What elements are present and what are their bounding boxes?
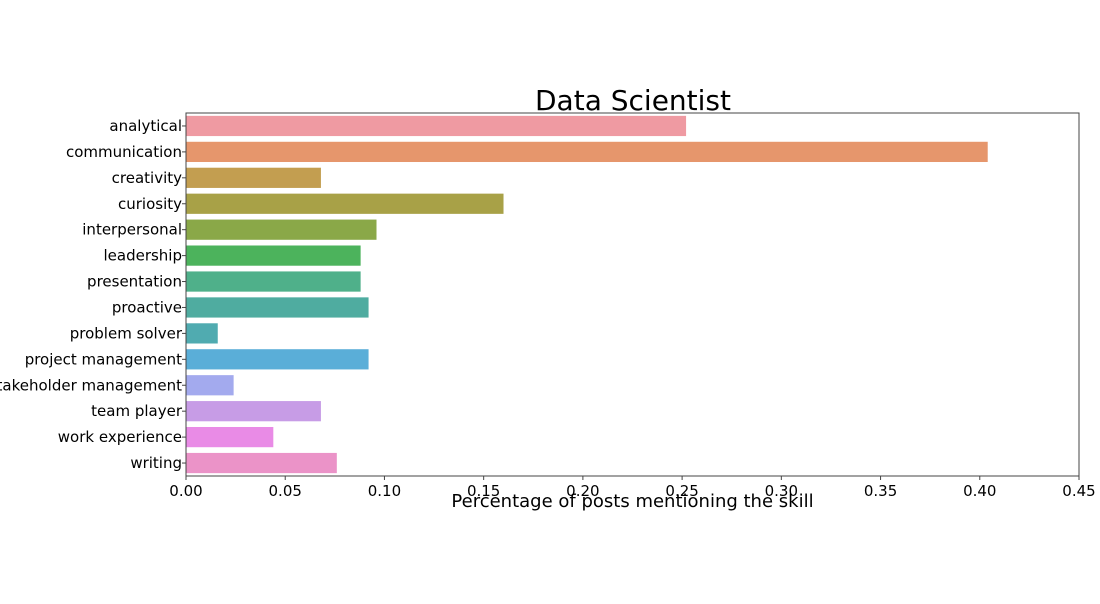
- y-tick-label: stakeholder management: [0, 376, 182, 394]
- x-axis: 0.00 0.05 0.10 0.15 0.20 0.25 0.30 0.35 0.40 0.45: [169, 476, 1096, 500]
- bar-leadership: [186, 245, 361, 266]
- bars-layer: [186, 115, 988, 474]
- y-tick-label: analytical: [109, 117, 182, 135]
- y-tick-label: presentation: [87, 273, 182, 291]
- y-tick-label: communication: [66, 143, 182, 161]
- plot-frame: [185, 112, 1080, 477]
- bar-analytical: [186, 115, 687, 137]
- x-tick-label: 0.35: [864, 482, 897, 500]
- y-tick-label: leadership: [103, 247, 182, 265]
- x-tick-label: 0.40: [963, 482, 996, 500]
- y-axis: analytical communication creativity curiosi…: [0, 117, 186, 472]
- bar-work-experience: [186, 426, 274, 448]
- x-tick-label: 0.25: [665, 482, 698, 500]
- bar-project-management: [186, 349, 369, 370]
- chart-title: Data Scientist: [535, 84, 731, 117]
- x-tick-label: 0.15: [467, 482, 500, 500]
- x-axis-label: Percentage of posts mentioning the skill: [451, 491, 813, 512]
- x-tick-label: 0.00: [169, 482, 202, 500]
- bar-team-player: [186, 401, 321, 422]
- bar-curiosity: [186, 193, 504, 214]
- bar-creativity: [186, 167, 321, 188]
- y-tick-label: curiosity: [118, 195, 182, 213]
- x-tick-label: 0.20: [566, 482, 599, 500]
- x-tick-label: 0.05: [269, 482, 302, 500]
- bar-communication: [186, 141, 988, 163]
- y-tick-label: writing: [130, 454, 182, 472]
- y-tick-label: proactive: [112, 298, 182, 316]
- bar-problem-solver: [186, 323, 218, 344]
- bar-writing: [186, 452, 337, 474]
- bar-stakeholder-management: [186, 375, 234, 396]
- bar-interpersonal: [186, 219, 377, 240]
- x-tick-label: 0.10: [368, 482, 401, 500]
- x-tick-label: 0.30: [765, 482, 798, 500]
- bar-presentation: [186, 271, 361, 292]
- y-tick-label: team player: [91, 402, 183, 420]
- y-tick-label: creativity: [112, 169, 182, 187]
- y-tick-label: interpersonal: [82, 221, 182, 239]
- y-tick-label: work experience: [58, 428, 182, 446]
- y-tick-label: problem solver: [70, 324, 183, 342]
- bar-proactive: [186, 297, 369, 318]
- x-tick-label: 0.45: [1062, 482, 1095, 500]
- y-tick-label: project management: [25, 350, 182, 368]
